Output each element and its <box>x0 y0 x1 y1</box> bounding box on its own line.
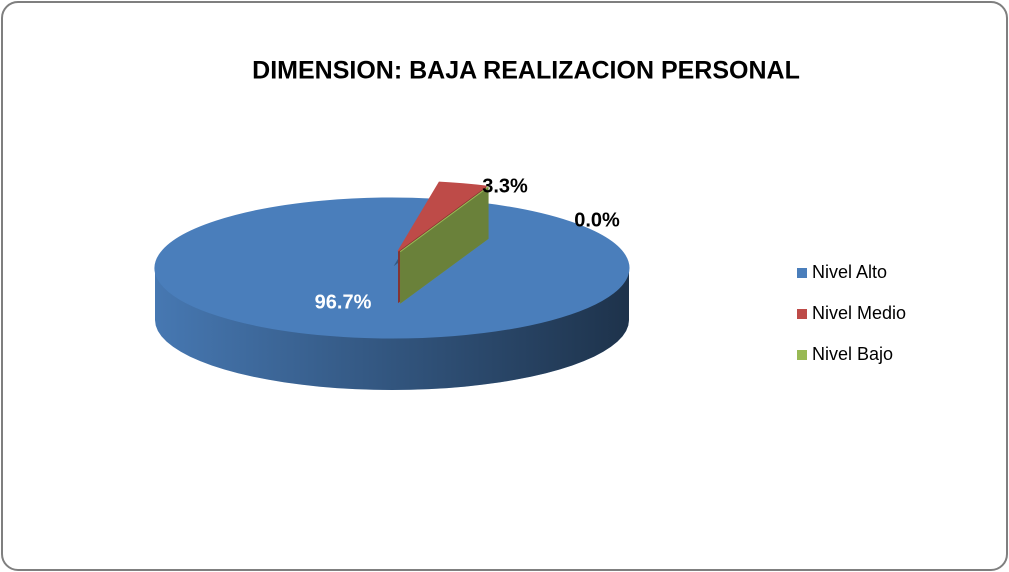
slice-cut-face <box>400 186 489 304</box>
data-label: 96.7% <box>315 291 372 313</box>
legend: Nivel Alto Nivel Medio Nivel Bajo <box>797 262 906 364</box>
legend-label: Nivel Medio <box>812 303 906 323</box>
pie-slice <box>399 186 489 304</box>
legend-swatch <box>797 309 807 319</box>
legend-label: Nivel Bajo <box>812 344 893 364</box>
slice-top <box>154 197 630 339</box>
legend-label: Nivel Alto <box>812 262 887 282</box>
pie: 96.7% 3.3% 0.0% <box>154 175 630 390</box>
pie-slice <box>154 197 630 390</box>
data-label: 0.0% <box>574 209 620 231</box>
chart-title: DIMENSION: BAJA REALIZACION PERSONAL <box>252 57 800 85</box>
slice-side-shade <box>155 268 629 390</box>
legend-swatch <box>797 268 807 278</box>
data-label: 3.3% <box>482 175 528 197</box>
legend-swatch <box>797 350 807 360</box>
slice-cut-shade <box>400 186 489 304</box>
slice-top <box>397 181 488 252</box>
